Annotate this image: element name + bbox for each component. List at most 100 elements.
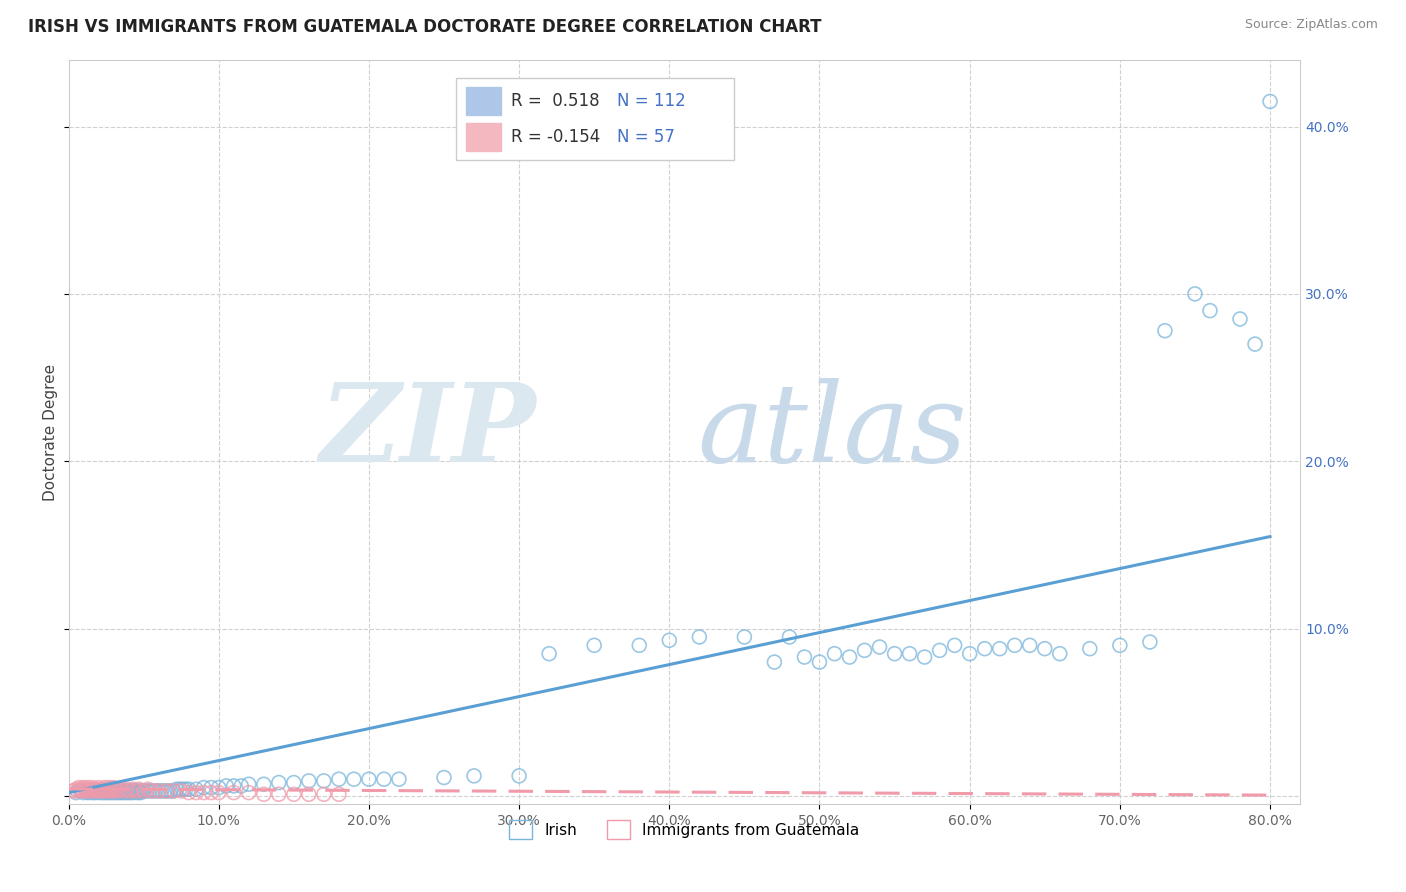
Point — [267, 775, 290, 789]
Point — [238, 786, 260, 800]
Point — [80, 784, 103, 798]
FancyBboxPatch shape — [467, 87, 501, 115]
Point — [898, 647, 921, 661]
Point — [166, 782, 188, 797]
Point — [94, 786, 117, 800]
Point — [112, 786, 135, 800]
Point — [959, 647, 981, 661]
Point — [115, 782, 138, 797]
Point — [193, 786, 215, 800]
Point — [129, 786, 152, 800]
Point — [169, 782, 191, 797]
Point — [150, 784, 173, 798]
Point — [128, 784, 150, 798]
Point — [142, 784, 165, 798]
Point — [125, 784, 148, 798]
Point — [115, 786, 138, 800]
Point — [77, 780, 100, 795]
Point — [283, 775, 305, 789]
Point — [463, 769, 485, 783]
Point — [110, 786, 132, 800]
FancyBboxPatch shape — [467, 123, 501, 152]
Text: IRISH VS IMMIGRANTS FROM GUATEMALA DOCTORATE DEGREE CORRELATION CHART: IRISH VS IMMIGRANTS FROM GUATEMALA DOCTO… — [28, 18, 821, 36]
Point — [163, 784, 186, 798]
Point — [1184, 286, 1206, 301]
Point — [508, 769, 530, 783]
Point — [148, 784, 170, 798]
Point — [124, 784, 146, 798]
Point — [343, 772, 366, 787]
Point — [77, 786, 100, 800]
Point — [107, 782, 129, 797]
Point — [84, 784, 107, 798]
Point — [914, 650, 936, 665]
Point — [208, 786, 231, 800]
Point — [132, 784, 155, 798]
Point — [65, 786, 87, 800]
Point — [69, 784, 91, 798]
Point — [101, 786, 124, 800]
Point — [83, 782, 105, 797]
Point — [103, 780, 125, 795]
Point — [733, 630, 755, 644]
Point — [93, 780, 115, 795]
Point — [222, 786, 245, 800]
Point — [76, 784, 98, 798]
Point — [215, 779, 238, 793]
Point — [122, 782, 145, 797]
Point — [973, 641, 995, 656]
Point — [373, 772, 395, 787]
Point — [193, 780, 215, 795]
Point — [111, 784, 134, 798]
Point — [108, 784, 131, 798]
Point — [838, 650, 860, 665]
Point — [86, 782, 108, 797]
Point — [121, 784, 143, 798]
Point — [120, 784, 142, 798]
Point — [79, 782, 101, 797]
Point — [1078, 641, 1101, 656]
Point — [1154, 324, 1177, 338]
Point — [72, 786, 94, 800]
Text: N = 57: N = 57 — [617, 128, 675, 146]
Point — [97, 784, 120, 798]
Point — [688, 630, 710, 644]
Point — [105, 784, 128, 798]
Text: Source: ZipAtlas.com: Source: ZipAtlas.com — [1244, 18, 1378, 31]
Point — [1004, 638, 1026, 652]
Point — [120, 786, 142, 800]
Point — [136, 782, 159, 797]
Point — [104, 786, 127, 800]
Point — [66, 784, 89, 798]
Point — [156, 784, 179, 798]
Point — [824, 647, 846, 661]
Point — [267, 787, 290, 801]
Point — [253, 787, 276, 801]
Point — [159, 784, 181, 798]
FancyBboxPatch shape — [457, 78, 734, 161]
Point — [853, 643, 876, 657]
Point — [73, 782, 96, 797]
Point — [91, 786, 114, 800]
Point — [200, 780, 222, 795]
Point — [135, 784, 157, 798]
Point — [1258, 95, 1281, 109]
Point — [117, 784, 139, 798]
Point — [988, 641, 1011, 656]
Point — [433, 771, 456, 785]
Point — [186, 786, 208, 800]
Point — [98, 786, 121, 800]
Point — [94, 782, 117, 797]
Point — [1018, 638, 1040, 652]
Text: R =  0.518: R = 0.518 — [510, 92, 599, 111]
Point — [112, 784, 135, 798]
Point — [67, 780, 90, 795]
Y-axis label: Doctorate Degree: Doctorate Degree — [44, 363, 58, 500]
Point — [138, 784, 160, 798]
Point — [163, 784, 186, 798]
Point — [87, 784, 110, 798]
Point — [82, 780, 104, 795]
Point — [298, 787, 321, 801]
Point — [388, 772, 411, 787]
Point — [174, 782, 197, 797]
